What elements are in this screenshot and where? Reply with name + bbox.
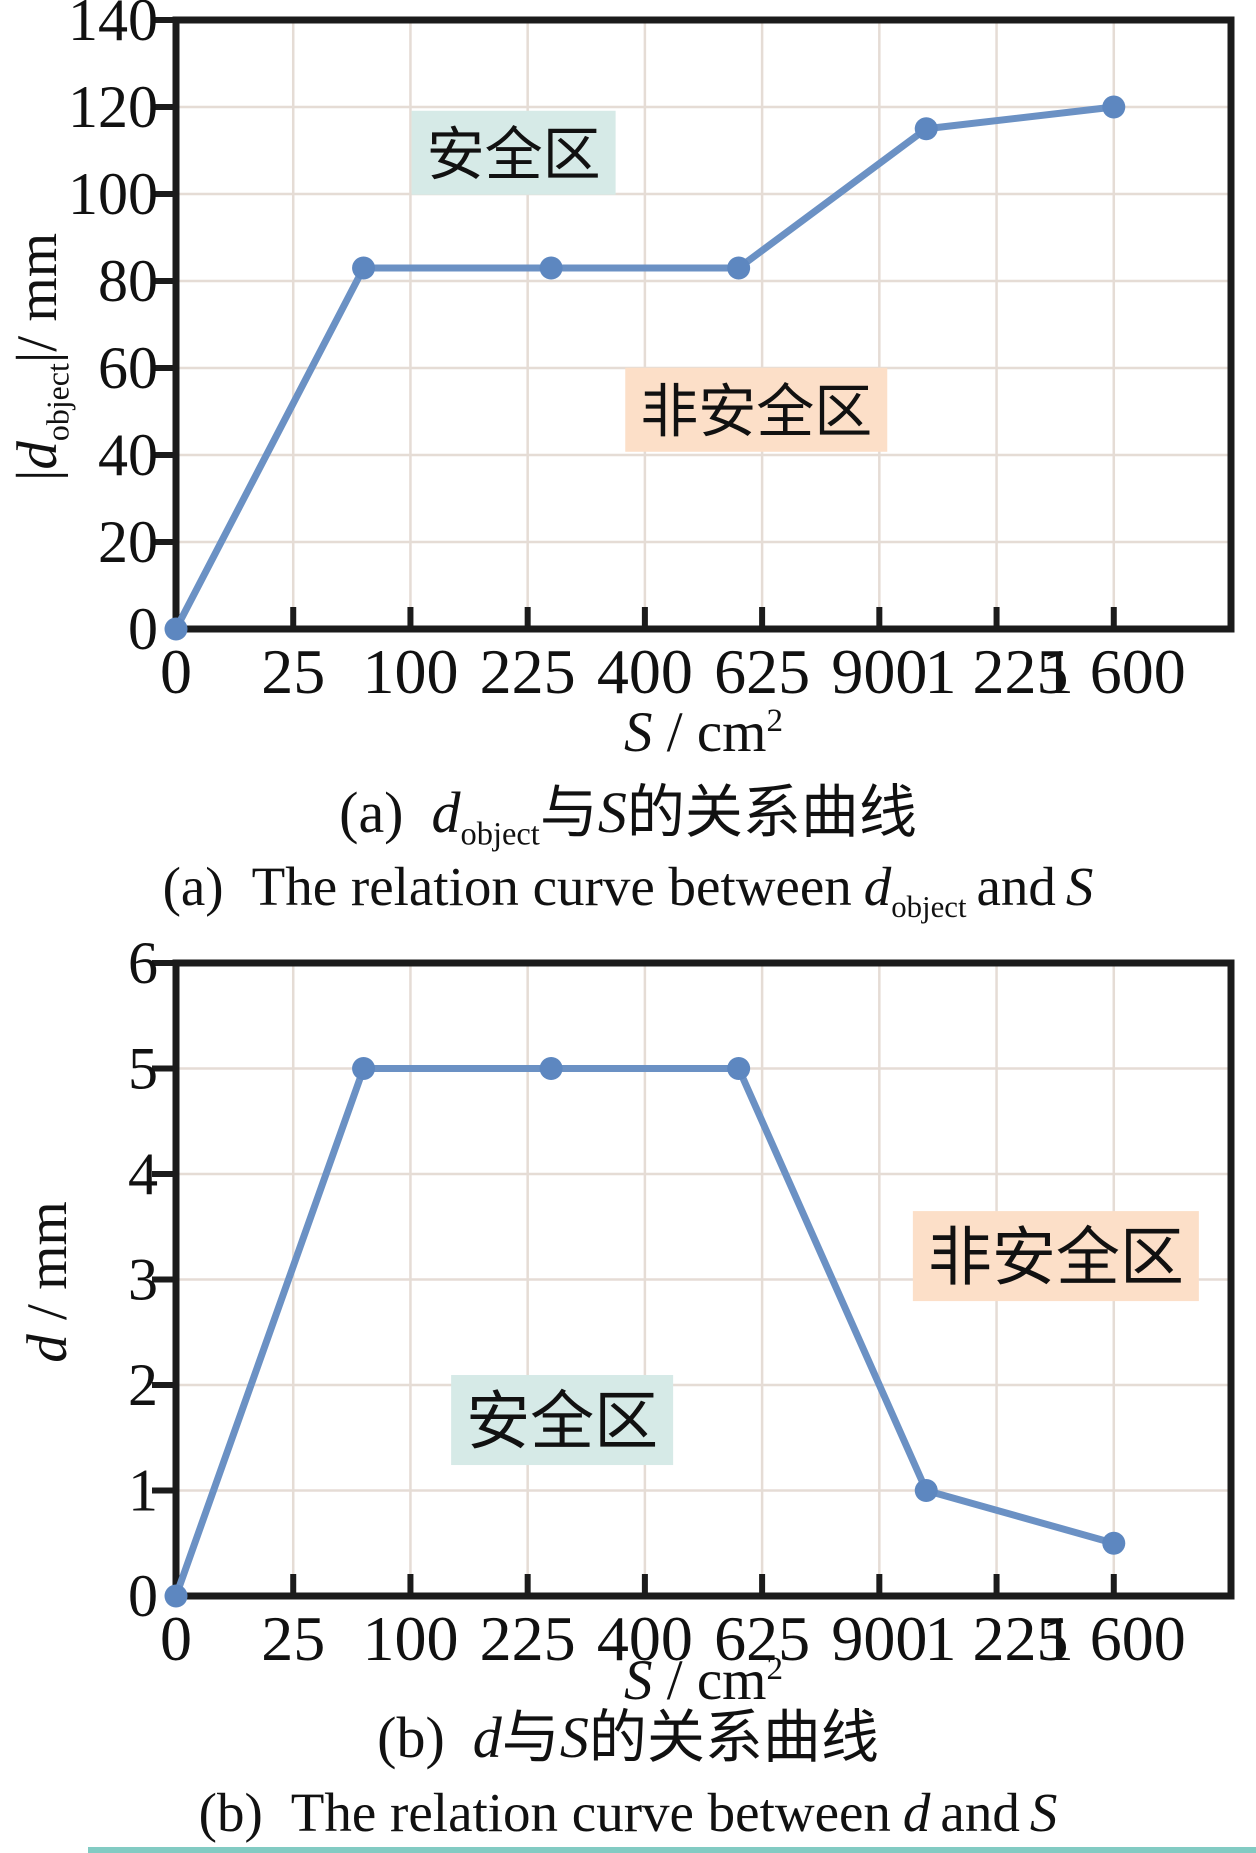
data-point [164,617,188,641]
x-tick-label: 100 [362,1603,458,1674]
zone-label-bg [625,367,888,452]
data-point [1102,1531,1126,1555]
plot-border [172,16,1235,633]
zone-label-bg [411,110,616,195]
data-point [164,1584,188,1608]
y-tick-label: 5 [128,1036,158,1102]
y-tick-label: 140 [68,0,158,53]
chart-a-caption-en: (a) The relation curve between dobject and S [162,856,1094,924]
zone-label: 非安全区 [928,1223,1184,1294]
x-tick-label: 100 [362,636,458,707]
data-point [1102,95,1126,119]
axis-ticks [152,17,1117,629]
x-tick-label: 0 [160,636,192,707]
y-tick-label: 100 [68,161,158,227]
data-point [727,1057,751,1080]
x-tick-label: 1 225 [925,1603,1069,1674]
x-tick-label: 625 [714,636,810,707]
data-point [727,256,751,280]
y-tick-label: 4 [128,1141,158,1207]
y-tick-labels: 0 1 2 3 4 5 6 [128,930,158,1629]
chart-b-y-axis-label: d / mm [16,1201,79,1363]
x-tick-label: 400 [597,1603,693,1674]
x-tick-label: 900 [831,636,927,707]
y-tick-label: 1 [128,1458,158,1524]
x-tick-label: 400 [597,636,693,707]
chart-a-x-axis-label: S / cm2 [623,701,783,764]
x-tick-label: 0 [160,1603,192,1674]
chart-b-caption-zh: (b) d与S的关系曲线 [377,1705,879,1770]
zone-label: 安全区 [427,122,601,187]
y-tick-label: 120 [68,74,158,140]
zone-label: 安全区 [466,1387,658,1458]
y-tick-label: 0 [128,1563,158,1629]
x-tick-label: 1 225 [925,636,1069,707]
y-tick-label: 0 [128,596,158,662]
data-point [352,1057,376,1080]
x-tick-label: 900 [831,1603,927,1674]
bottom-scan-strip [88,1847,1256,1853]
x-tick-label: 225 [480,1603,576,1674]
y-tick-label: 40 [98,422,158,488]
chart-a-caption-zh: (a) dobject与S的关系曲线 [339,780,917,853]
data-point [914,1479,938,1502]
y-tick-label: 80 [98,248,158,314]
series-line [172,103,1115,631]
x-tick-label: 25 [261,1603,325,1674]
gridlines [176,20,1231,629]
x-tick-label: 1 600 [1042,636,1186,707]
data-point [539,1057,563,1080]
y-tick-label: 3 [128,1247,158,1313]
y-tick-label: 20 [98,509,158,575]
series-line [172,1065,1115,1598]
data-point [914,117,938,141]
x-tick-label: 1 600 [1042,1603,1186,1674]
x-tick-label: 225 [480,636,576,707]
data-point [539,256,563,280]
y-tick-label: 2 [128,1352,158,1418]
chart-b-x-axis-label: S / cm2 [623,1649,783,1712]
zone-label: 非安全区 [640,379,872,444]
zone-label-bg [451,1375,674,1466]
y-tick-label: 6 [128,930,158,996]
x-tick-label: 25 [261,636,325,707]
chart-a-y-axis-label: |dobject|/ mm [6,232,76,482]
x-tick-label: 625 [714,1603,810,1674]
chart-b-caption-en: (b) The relation curve between d and S [198,1782,1058,1843]
y-tick-labels: 0 20 40 60 80 100 120 140 [68,0,158,662]
data-point [352,256,376,280]
zone-label-bg [912,1211,1199,1302]
y-tick-label: 60 [98,335,158,401]
